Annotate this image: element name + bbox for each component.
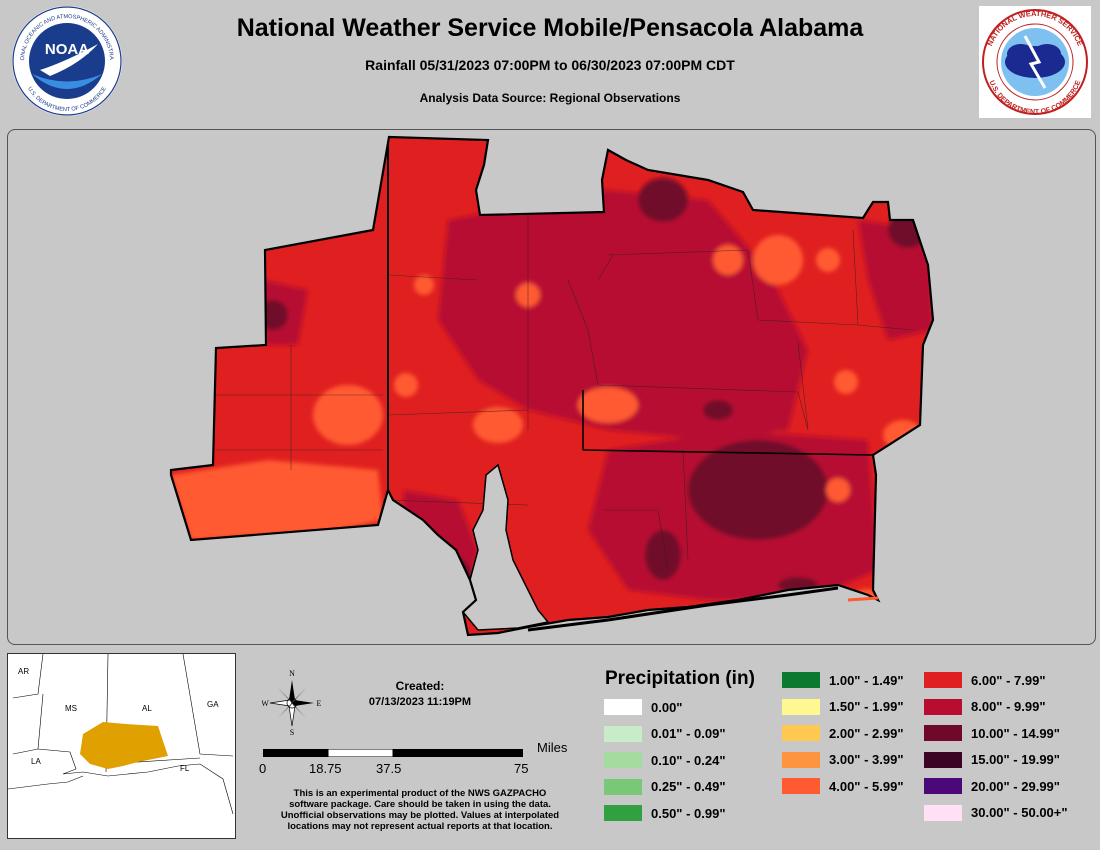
state-label-fl: FL bbox=[180, 764, 190, 773]
legend-item: 0.50" - 0.99" bbox=[604, 803, 725, 823]
disclaimer-line: Unofficial observations may be plotted. … bbox=[280, 810, 560, 821]
locator-inset-map: AR MS AL GA LA FL bbox=[7, 653, 236, 839]
legend-swatch bbox=[604, 805, 642, 821]
scale-bar bbox=[263, 744, 523, 758]
legend-swatch bbox=[782, 725, 820, 741]
disclaimer-line: This is an experimental product of the N… bbox=[293, 788, 547, 799]
legend-title: Precipitation (in) bbox=[605, 668, 755, 689]
scale-tick-3: 75 bbox=[514, 761, 529, 776]
legend-swatch bbox=[782, 672, 820, 688]
state-label-ga: GA bbox=[207, 700, 219, 709]
created-label: Created: bbox=[395, 679, 445, 693]
legend-item: 0.25" - 0.49" bbox=[604, 777, 725, 797]
nws-logo: NATIONAL WEATHER SERVICE U.S. DEPARTMENT… bbox=[979, 6, 1091, 118]
legend-label: 1.50" - 1.99" bbox=[829, 699, 904, 714]
legend-item: 1.50" - 1.99" bbox=[782, 697, 903, 717]
legend-swatch bbox=[604, 778, 642, 795]
legend-label: 8.00" - 9.99" bbox=[971, 699, 1046, 714]
scale-tick-2: 37.5 bbox=[376, 761, 402, 776]
legend-swatch bbox=[924, 778, 962, 794]
compass-e: E bbox=[317, 699, 322, 708]
scale-unit: Miles bbox=[537, 740, 568, 755]
legend-item: 20.00" - 29.99" bbox=[924, 776, 1060, 796]
page-title: National Weather Service Mobile/Pensacol… bbox=[236, 14, 864, 42]
legend-swatch bbox=[782, 778, 820, 794]
legend-label: 20.00" - 29.99" bbox=[971, 778, 1060, 794]
legend-item: 4.00" - 5.99" bbox=[782, 776, 903, 796]
data-source: Analysis Data Source: Regional Observati… bbox=[419, 91, 681, 105]
legend-item: 6.00" - 7.99" bbox=[924, 670, 1045, 690]
legend-item: 0.01" - 0.09" bbox=[604, 724, 725, 744]
legend-item: 8.00" - 9.99" bbox=[924, 697, 1045, 717]
legend-label: 30.00" - 50.00+" bbox=[971, 805, 1068, 820]
legend-swatch bbox=[604, 699, 642, 715]
legend-item: 30.00" - 50.00+" bbox=[924, 803, 1068, 823]
compass-rose-icon: N S W E bbox=[261, 668, 322, 738]
legend-swatch bbox=[604, 725, 642, 742]
region-outline bbox=[169, 135, 935, 637]
legend-label: 3.00" - 3.99" bbox=[829, 752, 904, 767]
state-label-ar: AR bbox=[18, 667, 30, 676]
disclaimer: This is an experimental product of the N… bbox=[250, 788, 590, 832]
legend-item: 0.10" - 0.24" bbox=[604, 750, 725, 770]
created-timestamp: 07/13/2023 11:19PM bbox=[368, 696, 472, 708]
scale-tick-0: 0 bbox=[259, 761, 267, 776]
precip-field bbox=[171, 137, 933, 635]
state-label-ms: MS bbox=[65, 704, 77, 713]
legend-label: 15.00" - 19.99" bbox=[971, 752, 1060, 767]
scale-tick-1: 18.75 bbox=[309, 761, 342, 776]
legend-label: 10.00" - 14.99" bbox=[971, 725, 1060, 741]
legend-label: 4.00" - 5.99" bbox=[829, 778, 904, 794]
legend-item: 3.00" - 3.99" bbox=[782, 750, 903, 770]
legend-label: 0.50" - 0.99" bbox=[651, 805, 726, 821]
legend-label: 1.00" - 1.49" bbox=[829, 672, 904, 688]
compass-s: S bbox=[290, 728, 294, 737]
legend-swatch bbox=[782, 698, 820, 715]
legend-label: 2.00" - 2.99" bbox=[829, 725, 904, 741]
state-label-la: LA bbox=[31, 757, 41, 766]
legend-item: 15.00" - 19.99" bbox=[924, 750, 1060, 770]
legend-swatch bbox=[924, 804, 962, 821]
legend-swatch bbox=[924, 698, 962, 715]
rainfall-period: Rainfall 05/31/2023 07:00PM to 06/30/202… bbox=[365, 57, 735, 73]
legend-label: 0.10" - 0.24" bbox=[651, 752, 726, 768]
compass-n: N bbox=[289, 669, 295, 678]
forecast-area-highlight bbox=[80, 722, 168, 769]
legend-swatch bbox=[924, 751, 962, 768]
legend-swatch bbox=[604, 752, 642, 768]
legend-swatch bbox=[782, 751, 820, 768]
rainfall-map bbox=[7, 129, 1096, 645]
legend-item: 1.00" - 1.49" bbox=[782, 670, 903, 690]
legend-label: 0.25" - 0.49" bbox=[651, 779, 726, 794]
noaa-logo: NOAA NATIONAL OCEANIC AND ATMOSPHERIC AD… bbox=[8, 0, 124, 118]
legend-label: 0.00" bbox=[651, 699, 683, 715]
legend-swatch bbox=[924, 725, 962, 741]
compass-w: W bbox=[262, 699, 269, 708]
legend-item: 10.00" - 14.99" bbox=[924, 723, 1060, 743]
disclaimer-line: software package. Care should be taken i… bbox=[289, 799, 551, 810]
state-label-al: AL bbox=[142, 704, 152, 713]
legend-item: 0.00" bbox=[604, 697, 682, 717]
legend-item: 2.00" - 2.99" bbox=[782, 723, 903, 743]
legend-swatch bbox=[924, 672, 962, 688]
legend-label: 0.01" - 0.09" bbox=[651, 726, 726, 741]
legend-label: 6.00" - 7.99" bbox=[971, 672, 1046, 688]
disclaimer-line: locations may not represent actual repor… bbox=[287, 821, 553, 832]
noaa-wordmark: NOAA bbox=[45, 41, 89, 58]
